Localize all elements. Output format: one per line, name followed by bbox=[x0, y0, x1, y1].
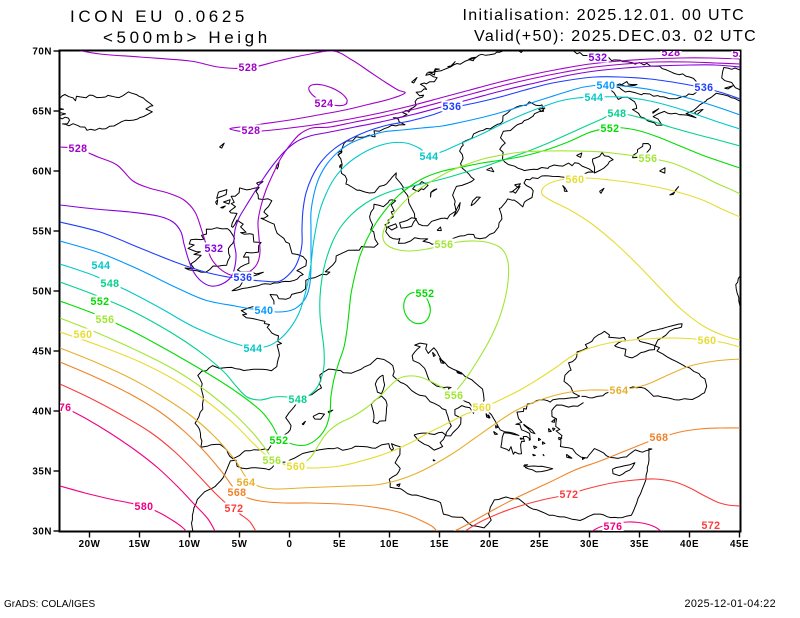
svg-text:ICON EU 0.0625: ICON EU 0.0625 bbox=[70, 7, 248, 26]
svg-text:528: 528 bbox=[68, 143, 87, 155]
svg-text:544: 544 bbox=[91, 260, 110, 272]
svg-text:35E: 35E bbox=[630, 539, 649, 550]
svg-text:556: 556 bbox=[95, 314, 114, 326]
svg-text:528: 528 bbox=[238, 62, 257, 74]
svg-text:564: 564 bbox=[609, 385, 628, 397]
svg-text:536: 536 bbox=[233, 272, 252, 284]
svg-text:548: 548 bbox=[100, 278, 119, 290]
svg-text:30N: 30N bbox=[32, 527, 52, 538]
svg-text:556: 556 bbox=[444, 390, 463, 402]
svg-text:70N: 70N bbox=[32, 47, 52, 58]
svg-text:536: 536 bbox=[694, 82, 713, 94]
svg-text:540: 540 bbox=[596, 80, 615, 92]
svg-text:40E: 40E bbox=[680, 539, 699, 550]
svg-text:60N: 60N bbox=[32, 167, 52, 178]
svg-text:556: 556 bbox=[262, 455, 281, 467]
svg-text:15W: 15W bbox=[129, 539, 151, 550]
svg-text:552: 552 bbox=[269, 435, 288, 447]
svg-text:572: 572 bbox=[224, 503, 243, 515]
svg-text:528: 528 bbox=[661, 47, 680, 59]
svg-text:5E: 5E bbox=[333, 539, 346, 550]
svg-text:5W: 5W bbox=[232, 539, 248, 550]
svg-text:10E: 10E bbox=[380, 539, 399, 550]
svg-text:580: 580 bbox=[134, 501, 153, 513]
svg-text:2025-12-01-04:22: 2025-12-01-04:22 bbox=[685, 598, 776, 610]
svg-text:568: 568 bbox=[227, 487, 246, 499]
svg-text:560: 560 bbox=[286, 461, 305, 473]
svg-text:528: 528 bbox=[732, 48, 751, 60]
svg-text:65N: 65N bbox=[32, 107, 52, 118]
svg-text:Valid(+50): 2025.DEC.03. 02 UT: Valid(+50): 2025.DEC.03. 02 UTC bbox=[474, 28, 757, 45]
svg-text:544: 544 bbox=[243, 343, 262, 355]
svg-text:552: 552 bbox=[600, 123, 619, 135]
svg-text:560: 560 bbox=[697, 335, 716, 347]
svg-text:556: 556 bbox=[638, 153, 657, 165]
svg-text:544: 544 bbox=[419, 151, 438, 163]
svg-text:572: 572 bbox=[701, 520, 720, 532]
svg-text:560: 560 bbox=[73, 329, 92, 341]
svg-text:536: 536 bbox=[442, 101, 461, 113]
svg-text:564: 564 bbox=[236, 477, 255, 489]
svg-text:552: 552 bbox=[415, 288, 434, 300]
svg-text:524: 524 bbox=[314, 98, 333, 110]
svg-text:568: 568 bbox=[649, 432, 668, 444]
svg-text:532: 532 bbox=[204, 243, 223, 255]
svg-text:552: 552 bbox=[90, 296, 109, 308]
svg-text:576: 576 bbox=[52, 402, 71, 414]
svg-text:15E: 15E bbox=[430, 539, 449, 550]
svg-text:576: 576 bbox=[603, 521, 622, 533]
svg-text:0: 0 bbox=[287, 539, 293, 550]
svg-text:528: 528 bbox=[241, 125, 260, 137]
svg-text:<500mb> Heigh: <500mb> Heigh bbox=[103, 28, 271, 47]
svg-text:25E: 25E bbox=[530, 539, 549, 550]
svg-text:20E: 20E bbox=[480, 539, 499, 550]
svg-text:35N: 35N bbox=[32, 467, 52, 478]
svg-text:10W: 10W bbox=[179, 539, 201, 550]
svg-text:532: 532 bbox=[588, 52, 607, 64]
svg-text:540: 540 bbox=[254, 305, 273, 317]
svg-text:45N: 45N bbox=[32, 347, 52, 358]
svg-text:55N: 55N bbox=[32, 227, 52, 238]
svg-text:50N: 50N bbox=[32, 287, 52, 298]
svg-text:GrADS: COLA/IGES: GrADS: COLA/IGES bbox=[4, 599, 95, 610]
svg-text:Initialisation: 2025.12.01. 00: Initialisation: 2025.12.01. 00 UTC bbox=[463, 7, 746, 24]
svg-text:548: 548 bbox=[288, 394, 307, 406]
svg-text:572: 572 bbox=[559, 489, 578, 501]
svg-text:544: 544 bbox=[584, 92, 603, 104]
svg-text:560: 560 bbox=[472, 402, 491, 414]
svg-text:40N: 40N bbox=[32, 407, 52, 418]
svg-text:20W: 20W bbox=[79, 539, 101, 550]
svg-text:45E: 45E bbox=[730, 539, 749, 550]
svg-text:560: 560 bbox=[565, 174, 584, 186]
svg-text:548: 548 bbox=[607, 108, 626, 120]
svg-text:556: 556 bbox=[434, 239, 453, 251]
svg-text:30E: 30E bbox=[580, 539, 599, 550]
